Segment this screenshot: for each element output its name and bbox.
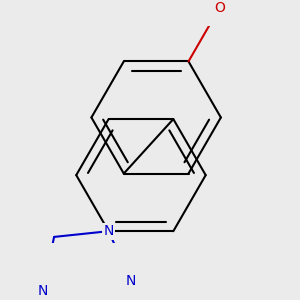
Text: N: N [38,284,48,298]
Text: O: O [214,1,225,15]
Text: N: N [103,224,114,238]
Text: N: N [126,274,136,288]
